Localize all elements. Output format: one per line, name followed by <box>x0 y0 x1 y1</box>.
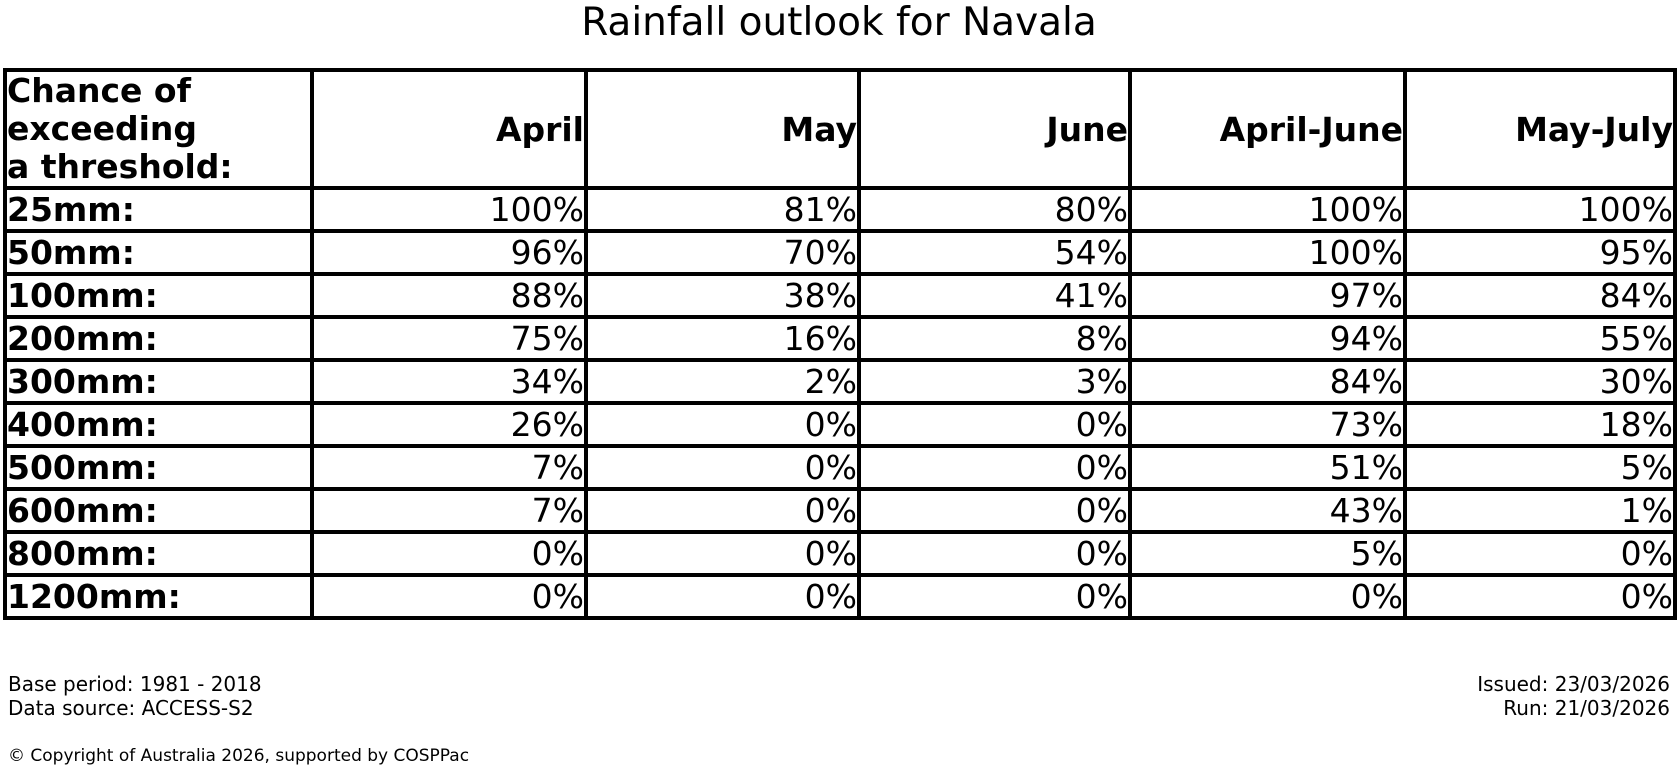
column-header-may-july: May-July <box>1403 68 1677 190</box>
value-cell: 43% <box>1128 487 1407 534</box>
value-cell: 38% <box>584 272 861 319</box>
table-header: Chance of exceeding a threshold: April M… <box>3 68 1677 190</box>
corner-header-line: a threshold: <box>7 147 233 186</box>
page-title: Rainfall outlook for Navala <box>581 0 1097 45</box>
corner-header-line: Chance of <box>7 71 191 110</box>
table-row: 800mm: 0% 0% 0% 5% 0% <box>3 530 1677 577</box>
value-cell: 26% <box>310 401 588 448</box>
table-row: 500mm: 7% 0% 0% 51% 5% <box>3 444 1677 491</box>
column-header-april: April <box>310 68 588 190</box>
value-cell: 100% <box>1403 186 1677 233</box>
value-cell: 0% <box>584 573 861 620</box>
value-cell: 80% <box>857 186 1132 233</box>
threshold-cell: 500mm: <box>3 444 314 491</box>
footer-meta: Base period: 1981 - 2018 Data source: AC… <box>8 672 1670 720</box>
value-cell: 81% <box>584 186 861 233</box>
value-cell: 5% <box>1128 530 1407 577</box>
value-cell: 0% <box>857 530 1132 577</box>
table-row: 400mm: 26% 0% 0% 73% 18% <box>3 401 1677 448</box>
value-cell: 7% <box>310 487 588 534</box>
value-cell: 0% <box>310 573 588 620</box>
value-cell: 0% <box>857 573 1132 620</box>
value-cell: 75% <box>310 315 588 362</box>
value-cell: 41% <box>857 272 1132 319</box>
value-cell: 18% <box>1403 401 1677 448</box>
value-cell: 5% <box>1403 444 1677 491</box>
value-cell: 73% <box>1128 401 1407 448</box>
threshold-cell: 600mm: <box>3 487 314 534</box>
threshold-cell: 50mm: <box>3 229 314 276</box>
threshold-cell: 25mm: <box>3 186 314 233</box>
data-source-text: Data source: ACCESS-S2 <box>8 696 254 720</box>
issued-date-text: Issued: 23/03/2026 <box>1477 672 1670 696</box>
value-cell: 70% <box>584 229 861 276</box>
value-cell: 0% <box>857 444 1132 491</box>
table-row: 50mm: 96% 70% 54% 100% 95% <box>3 229 1677 276</box>
threshold-cell: 1200mm: <box>3 573 314 620</box>
threshold-cell: 300mm: <box>3 358 314 405</box>
rainfall-outlook-table: Chance of exceeding a threshold: April M… <box>3 68 1677 620</box>
value-cell: 96% <box>310 229 588 276</box>
footer-left: Base period: 1981 - 2018 Data source: AC… <box>8 672 262 720</box>
value-cell: 30% <box>1403 358 1677 405</box>
value-cell: 0% <box>857 401 1132 448</box>
value-cell: 0% <box>310 530 588 577</box>
threshold-cell: 100mm: <box>3 272 314 319</box>
footer-right: Issued: 23/03/2026 Run: 21/03/2026 <box>1477 672 1670 720</box>
table-row: 25mm: 100% 81% 80% 100% 100% <box>3 186 1677 233</box>
value-cell: 84% <box>1128 358 1407 405</box>
value-cell: 100% <box>1128 186 1407 233</box>
value-cell: 55% <box>1403 315 1677 362</box>
table-row: 200mm: 75% 16% 8% 94% 55% <box>3 315 1677 362</box>
header-row: Chance of exceeding a threshold: April M… <box>3 68 1677 190</box>
value-cell: 0% <box>1403 530 1677 577</box>
value-cell: 88% <box>310 272 588 319</box>
threshold-cell: 200mm: <box>3 315 314 362</box>
value-cell: 16% <box>584 315 861 362</box>
value-cell: 84% <box>1403 272 1677 319</box>
value-cell: 0% <box>584 444 861 491</box>
table-row: 300mm: 34% 2% 3% 84% 30% <box>3 358 1677 405</box>
column-header-april-june: April-June <box>1128 68 1407 190</box>
value-cell: 0% <box>1128 573 1407 620</box>
value-cell: 0% <box>857 487 1132 534</box>
value-cell: 0% <box>1403 573 1677 620</box>
value-cell: 8% <box>857 315 1132 362</box>
threshold-cell: 800mm: <box>3 530 314 577</box>
value-cell: 34% <box>310 358 588 405</box>
value-cell: 7% <box>310 444 588 491</box>
copyright-text: © Copyright of Australia 2026, supported… <box>8 746 470 766</box>
value-cell: 51% <box>1128 444 1407 491</box>
value-cell: 94% <box>1128 315 1407 362</box>
value-cell: 3% <box>857 358 1132 405</box>
table-row: 1200mm: 0% 0% 0% 0% 0% <box>3 573 1677 620</box>
column-header-june: June <box>857 68 1132 190</box>
base-period-text: Base period: 1981 - 2018 <box>8 672 262 696</box>
column-header-may: May <box>584 68 861 190</box>
value-cell: 100% <box>1128 229 1407 276</box>
value-cell: 100% <box>310 186 588 233</box>
table-row: 100mm: 88% 38% 41% 97% 84% <box>3 272 1677 319</box>
value-cell: 54% <box>857 229 1132 276</box>
corner-header: Chance of exceeding a threshold: <box>3 68 314 190</box>
table-row: 600mm: 7% 0% 0% 43% 1% <box>3 487 1677 534</box>
value-cell: 2% <box>584 358 861 405</box>
value-cell: 97% <box>1128 272 1407 319</box>
corner-header-line: exceeding <box>7 109 198 148</box>
table-body: 25mm: 100% 81% 80% 100% 100% 50mm: 96% 70% 54% 100… <box>3 186 1677 620</box>
value-cell: 0% <box>584 530 861 577</box>
value-cell: 1% <box>1403 487 1677 534</box>
value-cell: 0% <box>584 401 861 448</box>
run-date-text: Run: 21/03/2026 <box>1503 696 1670 720</box>
value-cell: 0% <box>584 487 861 534</box>
threshold-cell: 400mm: <box>3 401 314 448</box>
value-cell: 95% <box>1403 229 1677 276</box>
